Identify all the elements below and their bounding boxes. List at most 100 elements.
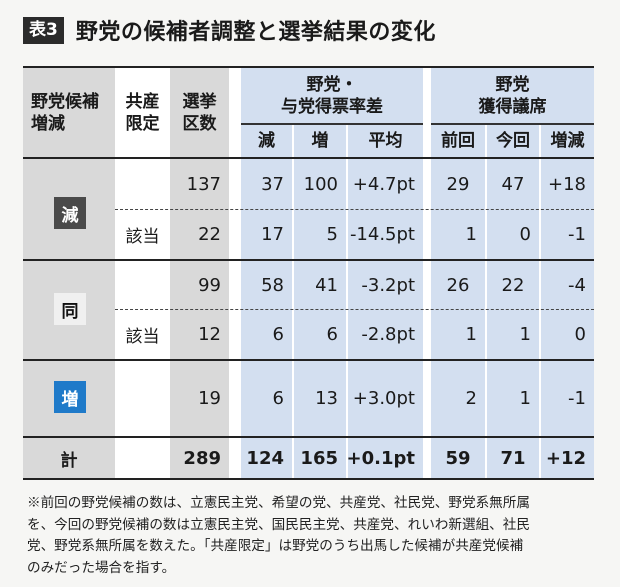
- cell-total-vote-dec: 124: [246, 447, 284, 469]
- row-dotted-divider: [115, 209, 594, 210]
- cell-kyosan: [115, 261, 170, 309]
- col-gap-2: [423, 66, 431, 480]
- col-bg-kyosan: [115, 66, 170, 480]
- cell-districts: 99: [198, 274, 221, 296]
- header-vote-diff-dec: 減: [258, 130, 275, 151]
- col-bg-vote-diff: [241, 66, 423, 480]
- group-tag-decrease: 減: [54, 197, 86, 229]
- header-text: 共産: [125, 91, 160, 112]
- header-text: 獲得議席: [478, 96, 547, 117]
- header-candidate-change: 野党候補 増減: [23, 68, 115, 157]
- cell-vote-dec: 17: [261, 224, 284, 245]
- header-vote-diff-avg: 平均: [368, 130, 403, 151]
- header-text: 選挙: [182, 91, 217, 112]
- cell-total-districts: 289: [183, 447, 221, 469]
- cell-vote-inc: 13: [315, 388, 338, 409]
- cell-kyosan: [115, 159, 170, 209]
- cell-seats-change: -4: [568, 274, 586, 296]
- header-districts: 選挙 区数: [170, 68, 229, 157]
- cell-kyosan: [115, 361, 170, 436]
- header-text: 増減: [31, 113, 65, 134]
- cell-seats-now: 47: [501, 173, 525, 195]
- header-bottom-rule: [23, 157, 594, 159]
- cell-seats-now: 0: [519, 224, 531, 245]
- cell-vote-avg: +4.7pt: [352, 173, 415, 195]
- total-divider: [23, 436, 594, 438]
- cell-districts: 12: [198, 324, 221, 345]
- header-seats-change: 増減: [550, 130, 585, 151]
- page-title: 野党の候補者調整と選挙結果の変化: [75, 20, 436, 45]
- cell-districts: 137: [186, 173, 221, 195]
- group-divider: [23, 259, 594, 261]
- cell-seats-change: +18: [548, 173, 586, 195]
- cell-seats-change: -1: [568, 224, 586, 245]
- cell-seats-prev: 1: [465, 324, 477, 345]
- cell-vote-inc: 6: [326, 324, 338, 345]
- header-vote-diff-inc: 増: [311, 130, 329, 151]
- footnote-line: 党、野党系無所属を数えた。「共産限定」は野党のうち出馬した候補が共産党候補: [27, 538, 524, 554]
- cell-districts: 22: [198, 224, 221, 245]
- col-gap-1: [229, 66, 241, 480]
- seats-sub-rule: [431, 123, 594, 125]
- cell-seats-prev: 2: [465, 388, 477, 409]
- cell-vote-dec: 6: [272, 324, 284, 345]
- cell-kyosan: 該当: [125, 227, 160, 247]
- header-text: 与党得票率差: [281, 96, 383, 117]
- cell-vote-dec: 37: [261, 173, 284, 195]
- cell-total-seats-prev: 59: [445, 447, 471, 469]
- footnote-line: のみだった場合を指す。: [27, 559, 176, 576]
- header-text: 野党: [495, 74, 530, 95]
- header-seats-prev: 前回: [441, 130, 475, 151]
- cell-vote-avg: -14.5pt: [349, 224, 415, 245]
- cell-vote-avg: +3.0pt: [352, 388, 415, 409]
- cell-total-seats-now: 71: [500, 447, 526, 469]
- header-seats-group: 野党 獲得議席: [431, 68, 594, 123]
- cell-vote-dec: 6: [272, 388, 284, 409]
- table-top-rule: [23, 66, 594, 68]
- footnote-line: を、今回の野党候補の数は立憲民主党、国民民主党、共産党、れいわ新選組、社民: [27, 516, 530, 533]
- cell-vote-dec: 58: [261, 274, 284, 296]
- cell-seats-prev: 29: [446, 173, 470, 195]
- header-text: 限定: [125, 113, 160, 134]
- cell-seats-change: -1: [568, 388, 586, 409]
- header-vote-diff-group: 野党・ 与党得票率差: [241, 68, 423, 123]
- cell-total-vote-inc: 165: [300, 447, 338, 469]
- group-tag-same: 同: [54, 293, 86, 325]
- col-divider: [292, 123, 294, 480]
- cell-vote-inc: 5: [326, 224, 338, 245]
- cell-vote-avg: -2.8pt: [361, 324, 415, 345]
- cell-seats-prev: 26: [446, 274, 470, 296]
- cell-seats-now: 1: [519, 324, 531, 345]
- cell-seats-change: 0: [574, 324, 586, 345]
- footnote-line: ※前回の野党候補の数は、立憲民主党、希望の党、共産党、社民党、野党系無所属: [27, 495, 530, 511]
- header-text: 野党候補: [31, 91, 99, 112]
- header-text: 野党・: [306, 74, 358, 95]
- cell-districts: 19: [198, 388, 221, 409]
- col-divider: [346, 123, 348, 480]
- header-seats-now: 今回: [496, 130, 530, 151]
- cell-vote-avg: -3.2pt: [361, 274, 415, 296]
- cell-seats-prev: 1: [465, 224, 477, 245]
- col-bg-seats: [431, 66, 594, 480]
- table-bottom-rule: [23, 478, 594, 480]
- cell-total-seats-change: +12: [545, 447, 586, 469]
- cell-total-vote-avg: +0.1pt: [346, 447, 415, 469]
- group-divider: [23, 359, 594, 361]
- col-bg-districts: [170, 66, 229, 480]
- cell-vote-inc: 100: [303, 173, 338, 195]
- col-divider: [485, 123, 487, 480]
- col-divider: [539, 123, 541, 480]
- cell-vote-inc: 41: [315, 274, 338, 296]
- table-number-badge: 表3: [23, 16, 64, 44]
- header-text: 区数: [182, 113, 217, 134]
- results-table: 野党候補 増減 共産 限定 選挙 区数 野党・ 与党得票率差 野党 獲得議席 減…: [23, 66, 594, 480]
- row-dotted-divider: [115, 309, 594, 310]
- cell-seats-now: 1: [519, 388, 531, 409]
- title-row: 表3 野党の候補者調整と選挙結果の変化: [23, 15, 436, 45]
- cell-total-label: 計: [60, 450, 78, 471]
- vote-diff-sub-rule: [241, 123, 423, 125]
- header-kyosan-only: 共産 限定: [115, 68, 170, 157]
- cell-seats-now: 22: [501, 274, 525, 296]
- cell-kyosan: 該当: [125, 327, 160, 347]
- group-tag-increase: 増: [54, 381, 86, 413]
